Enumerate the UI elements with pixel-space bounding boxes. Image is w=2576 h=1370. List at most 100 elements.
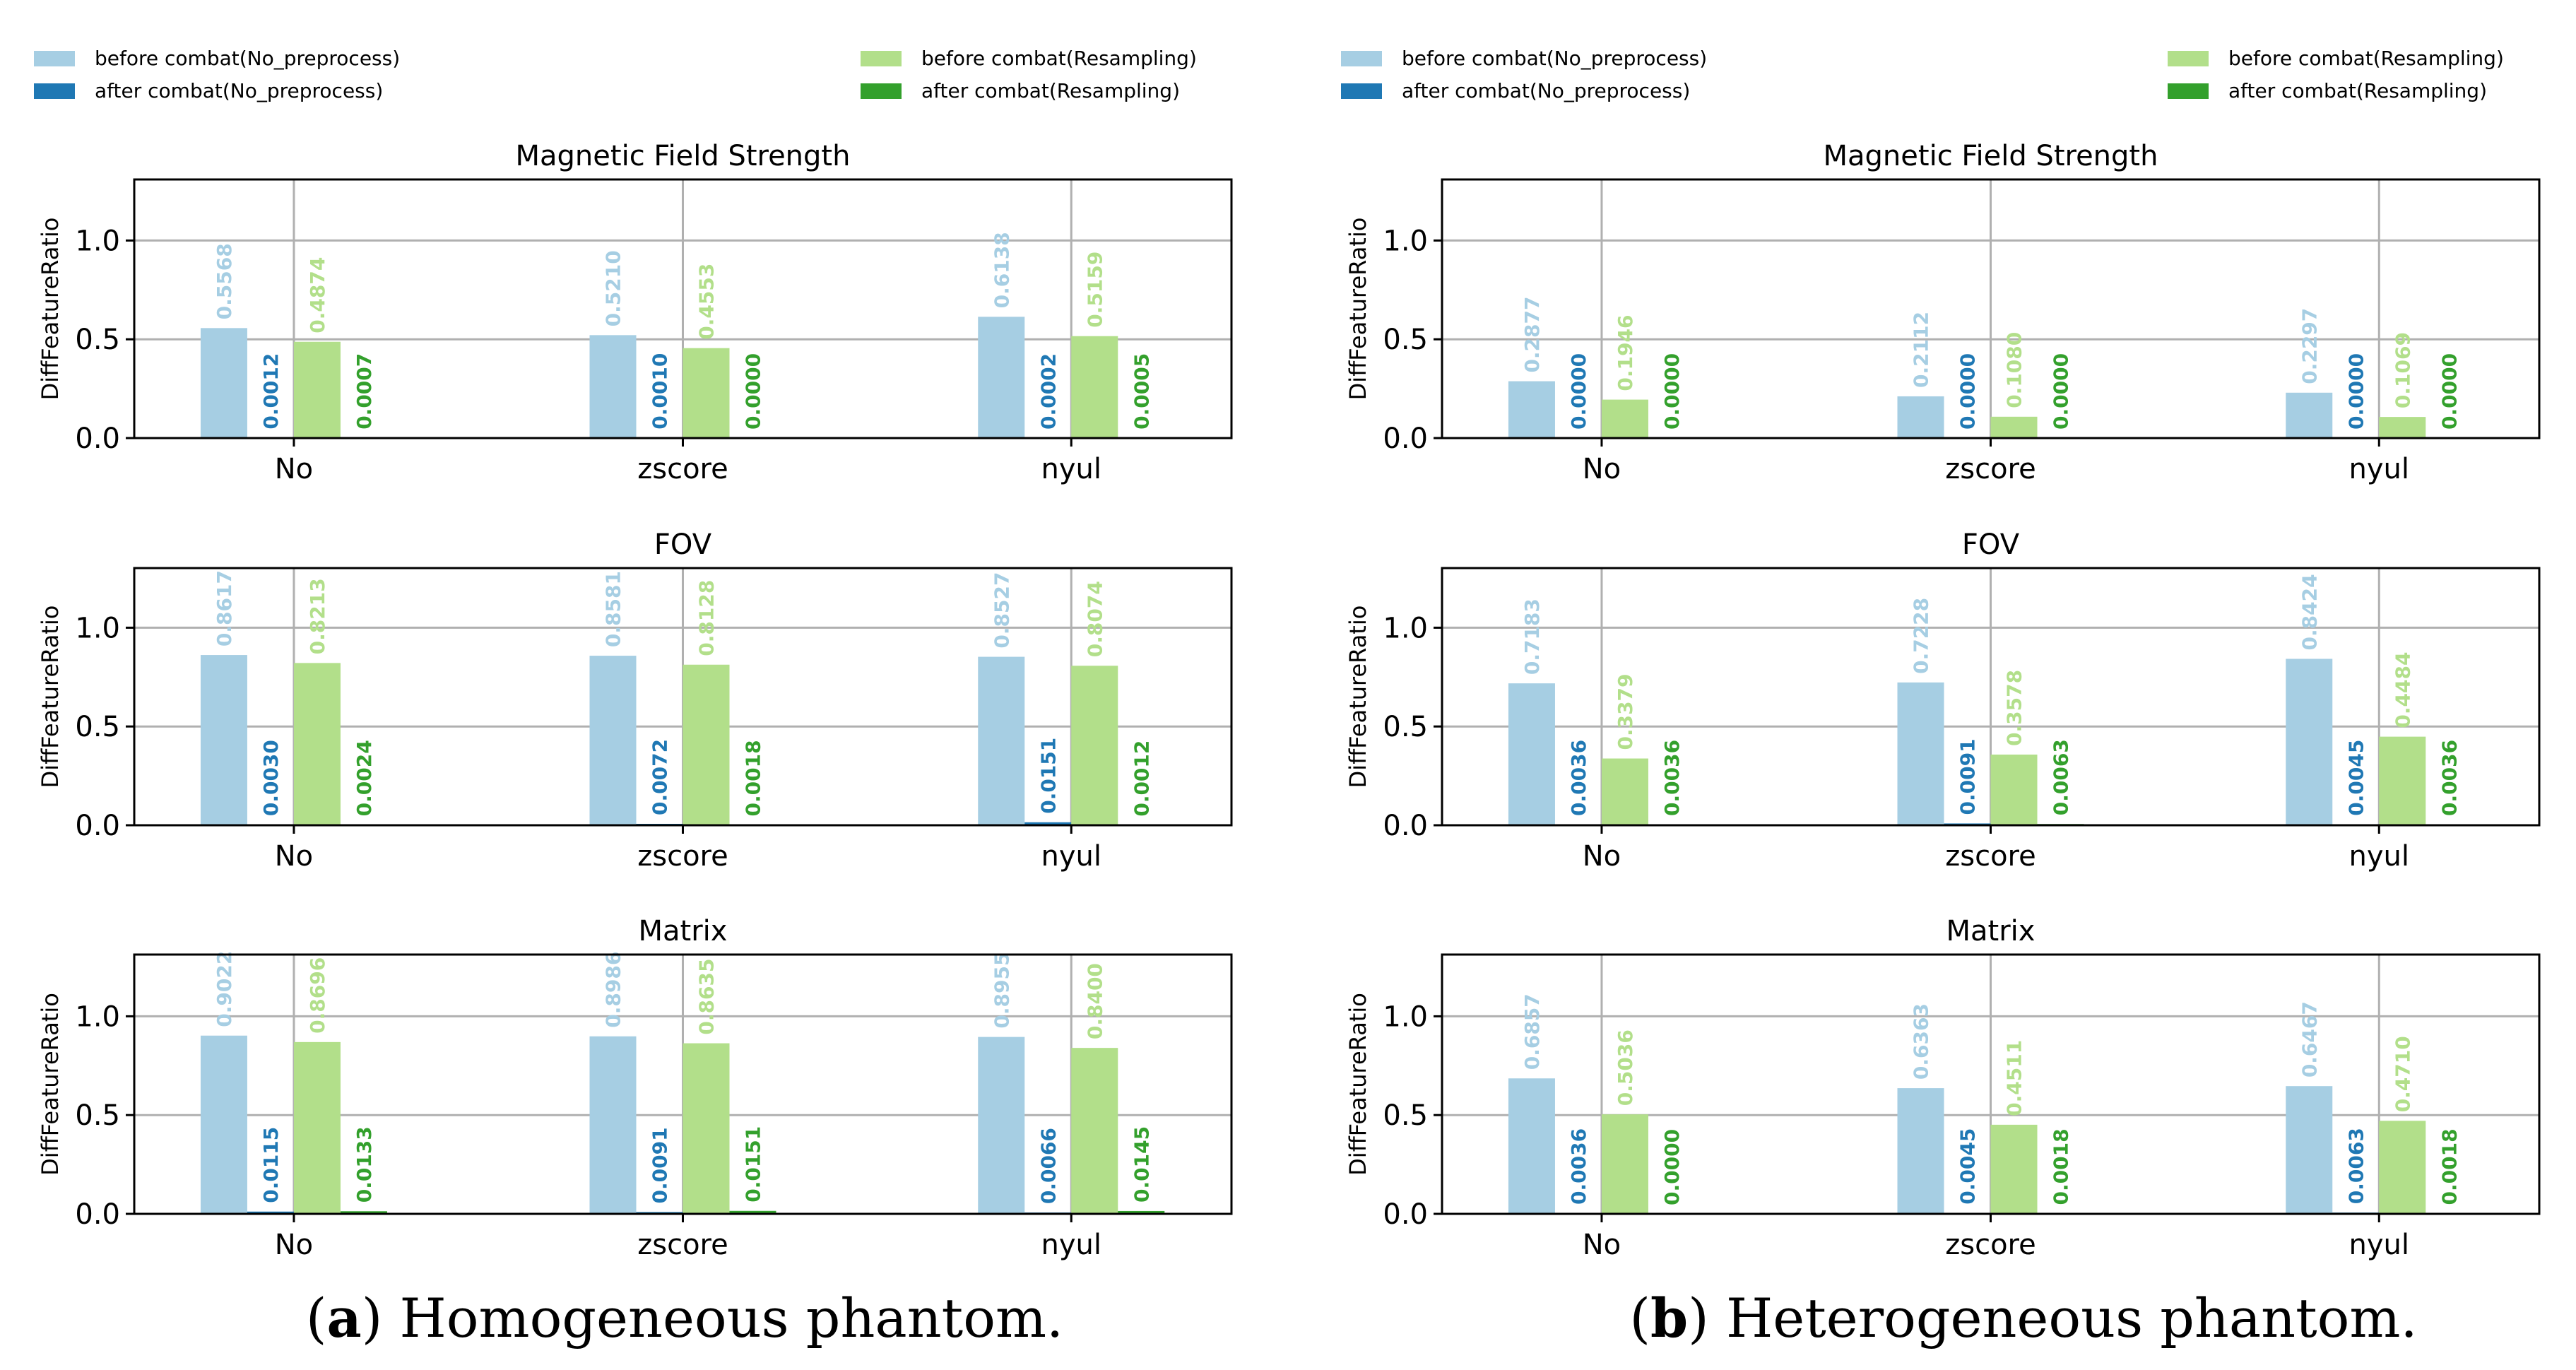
data-label-b-magnetic-field-strength-after-no-no: 0.0000 bbox=[1567, 353, 1590, 430]
data-label-a-fov-after-rs-no: 0.0024 bbox=[353, 740, 376, 816]
data-label-b-fov-before-no-zscore: 0.7228 bbox=[1910, 598, 1933, 674]
y-tick-label-b-matrix-1: 0.5 bbox=[1383, 1099, 1428, 1132]
chart-a-magnetic-field-strength: Magnetic Field Strength DiffFeatureRatio 0… bbox=[37, 140, 1233, 485]
data-label-a-matrix-after-rs-zscore: 0.0151 bbox=[742, 1126, 765, 1203]
data-label-b-matrix-after-no-zscore: 0.0045 bbox=[1956, 1128, 1980, 1205]
y-tick-label-a-magnetic-field-strength-2: 1.0 bbox=[75, 225, 120, 257]
data-label-b-matrix-after-no-nyul: 0.0063 bbox=[2344, 1128, 2368, 1204]
bar-a-magnetic-field-strength-before-no-no bbox=[200, 328, 247, 438]
data-label-a-magnetic-field-strength-before-rs-zscore: 0.4553 bbox=[695, 264, 719, 340]
data-label-b-magnetic-field-strength-before-rs-nyul: 0.1069 bbox=[2391, 332, 2414, 408]
x-tick-label-a-magnetic-field-strength-nyul: nyul bbox=[1041, 453, 1102, 485]
legend-label-before-rs-a: before combat(Resampling) bbox=[921, 47, 1197, 70]
data-label-b-fov-before-no-nyul: 0.8424 bbox=[2298, 574, 2321, 650]
data-label-a-matrix-after-rs-no: 0.0133 bbox=[353, 1126, 376, 1203]
y-tick-label-b-magnetic-field-strength-1: 0.5 bbox=[1383, 324, 1428, 356]
data-label-a-matrix-before-no-no: 0.9022 bbox=[213, 951, 236, 1027]
data-label-b-matrix-after-rs-nyul: 0.0018 bbox=[2438, 1128, 2461, 1205]
x-tick-label-b-matrix-no: No bbox=[1583, 1229, 1621, 1261]
chart-title-b-magnetic-field-strength: Magnetic Field Strength bbox=[1824, 140, 2158, 172]
bar-b-magnetic-field-strength-before-rs-zscore bbox=[1990, 416, 2038, 438]
data-label-a-magnetic-field-strength-before-rs-nyul: 0.5159 bbox=[1083, 252, 1106, 328]
legend-swatch-after-no-a bbox=[34, 83, 75, 99]
bar-b-fov-before-rs-zscore bbox=[1990, 754, 2038, 825]
data-label-b-magnetic-field-strength-after-no-zscore: 0.0000 bbox=[1956, 353, 1980, 430]
legend-label-before-no-a: before combat(No_preprocess) bbox=[95, 47, 400, 70]
y-tick-label-b-matrix-0: 0.0 bbox=[1383, 1198, 1428, 1231]
data-label-b-fov-before-rs-zscore: 0.3578 bbox=[2003, 670, 2026, 746]
bar-a-fov-after-no-nyul bbox=[1024, 822, 1072, 825]
y-tick-label-a-fov-0: 0.0 bbox=[75, 810, 120, 842]
data-label-b-fov-after-no-zscore: 0.0091 bbox=[1956, 738, 1980, 815]
y-tick-label-b-matrix-2: 1.0 bbox=[1383, 1000, 1428, 1033]
bar-b-magnetic-field-strength-before-rs-nyul bbox=[2379, 417, 2426, 438]
bar-b-magnetic-field-strength-before-rs-no bbox=[1601, 399, 1648, 438]
data-label-b-fov-before-no-no: 0.7183 bbox=[1520, 598, 1544, 675]
data-label-a-magnetic-field-strength-after-rs-nyul: 0.0005 bbox=[1130, 353, 1153, 430]
bar-a-matrix-after-no-no bbox=[247, 1211, 294, 1214]
caption-a-text: ) Homogeneous phantom. bbox=[362, 1287, 1063, 1350]
y-axis-label-a-matrix: DiffFeatureRatio bbox=[37, 993, 64, 1176]
bar-a-matrix-before-rs-nyul bbox=[1071, 1048, 1118, 1214]
x-tick-label-b-magnetic-field-strength-zscore: zscore bbox=[1945, 453, 2036, 485]
y-tick-label-b-fov-2: 1.0 bbox=[1383, 612, 1428, 644]
chart-a-fov: FOV DiffFeatureRatio 0.0 0.5 1.0 0.8617 0.8581… bbox=[37, 528, 1233, 873]
data-label-b-magnetic-field-strength-after-rs-zscore: 0.0000 bbox=[2050, 353, 2073, 430]
bar-a-fov-before-rs-zscore bbox=[683, 664, 730, 825]
data-label-a-fov-before-no-no: 0.8617 bbox=[213, 570, 236, 646]
data-label-b-fov-after-no-no: 0.0036 bbox=[1567, 740, 1590, 816]
data-label-a-magnetic-field-strength-before-no-no: 0.5568 bbox=[213, 243, 236, 319]
data-label-a-matrix-after-no-no: 0.0115 bbox=[259, 1127, 283, 1203]
data-label-b-magnetic-field-strength-before-no-nyul: 0.2297 bbox=[2298, 308, 2321, 384]
legend-swatch-after-no-b bbox=[1341, 83, 1382, 99]
data-label-b-fov-after-no-nyul: 0.0045 bbox=[2344, 740, 2368, 816]
data-label-b-matrix-before-no-zscore: 0.6363 bbox=[1910, 1003, 1933, 1080]
data-label-a-matrix-after-no-nyul: 0.0066 bbox=[1036, 1128, 1060, 1204]
data-label-a-fov-before-rs-no: 0.8213 bbox=[306, 578, 329, 654]
data-label-a-magnetic-field-strength-after-no-zscore: 0.0010 bbox=[649, 353, 672, 430]
data-label-a-magnetic-field-strength-before-no-nyul: 0.6138 bbox=[990, 232, 1013, 308]
y-axis-label-a-magnetic-field-strength: DiffFeatureRatio bbox=[37, 218, 64, 401]
legend-label-after-rs-a: after combat(Resampling) bbox=[921, 79, 1180, 102]
data-label-b-magnetic-field-strength-after-no-nyul: 0.0000 bbox=[2344, 353, 2368, 430]
x-tick-label-a-fov-no: No bbox=[275, 840, 313, 873]
caption-b-letter: b bbox=[1650, 1287, 1688, 1350]
data-label-b-matrix-before-rs-zscore: 0.4511 bbox=[2003, 1040, 2026, 1116]
bar-b-matrix-before-no-nyul bbox=[2286, 1086, 2333, 1214]
bar-a-fov-before-no-no bbox=[200, 655, 247, 825]
y-tick-label-a-matrix-1: 0.5 bbox=[75, 1099, 120, 1132]
data-label-a-matrix-before-rs-no: 0.8696 bbox=[306, 957, 329, 1034]
bar-a-fov-before-no-nyul bbox=[978, 656, 1025, 825]
data-label-a-magnetic-field-strength-before-no-zscore: 0.5210 bbox=[602, 250, 625, 326]
bar-a-matrix-before-no-no bbox=[200, 1035, 247, 1214]
data-label-a-matrix-before-no-nyul: 0.8955 bbox=[990, 952, 1013, 1029]
x-tick-label-b-matrix-nyul: nyul bbox=[2349, 1229, 2410, 1261]
y-axis-label-a-fov: DiffFeatureRatio bbox=[37, 606, 64, 789]
caption-a-letter: a bbox=[326, 1287, 361, 1350]
bar-b-matrix-before-rs-nyul bbox=[2379, 1121, 2426, 1214]
legend-label-before-rs-b: before combat(Resampling) bbox=[2228, 47, 2504, 70]
data-label-a-fov-after-rs-zscore: 0.0018 bbox=[742, 740, 765, 816]
bar-b-matrix-before-no-zscore bbox=[1897, 1088, 1944, 1214]
x-tick-label-a-magnetic-field-strength-no: No bbox=[275, 453, 313, 485]
bar-b-fov-before-no-zscore bbox=[1897, 682, 1944, 825]
x-tick-label-b-magnetic-field-strength-no: No bbox=[1583, 453, 1621, 485]
data-label-b-fov-after-rs-nyul: 0.0036 bbox=[2438, 740, 2461, 816]
data-label-a-matrix-before-no-zscore: 0.8986 bbox=[602, 952, 625, 1028]
bar-a-fov-before-rs-no bbox=[293, 663, 341, 825]
data-label-b-magnetic-field-strength-before-no-no: 0.2877 bbox=[1520, 296, 1544, 372]
bar-a-matrix-after-rs-nyul bbox=[1118, 1210, 1165, 1214]
legend-swatch-after-rs-b bbox=[2168, 83, 2209, 99]
caption-b: (b) Heterogeneous phantom. bbox=[1629, 1287, 2417, 1350]
bar-a-matrix-before-rs-zscore bbox=[683, 1043, 730, 1214]
data-label-a-fov-after-no-no: 0.0030 bbox=[259, 740, 283, 816]
chart-b-magnetic-field-strength: Magnetic Field Strength DiffFeatureRatio 0… bbox=[1345, 140, 2541, 485]
data-label-a-fov-after-rs-nyul: 0.0012 bbox=[1130, 740, 1153, 817]
data-label-a-fov-after-no-nyul: 0.0151 bbox=[1036, 738, 1060, 814]
bar-a-matrix-before-rs-no bbox=[293, 1041, 341, 1214]
legend-swatch-before-rs-a bbox=[861, 51, 902, 66]
x-tick-label-a-matrix-zscore: zscore bbox=[637, 1229, 728, 1261]
legend-a: before combat(No_preprocess) after comba… bbox=[34, 47, 1197, 102]
caption-b-text: ) Heterogeneous phantom. bbox=[1688, 1287, 2417, 1350]
